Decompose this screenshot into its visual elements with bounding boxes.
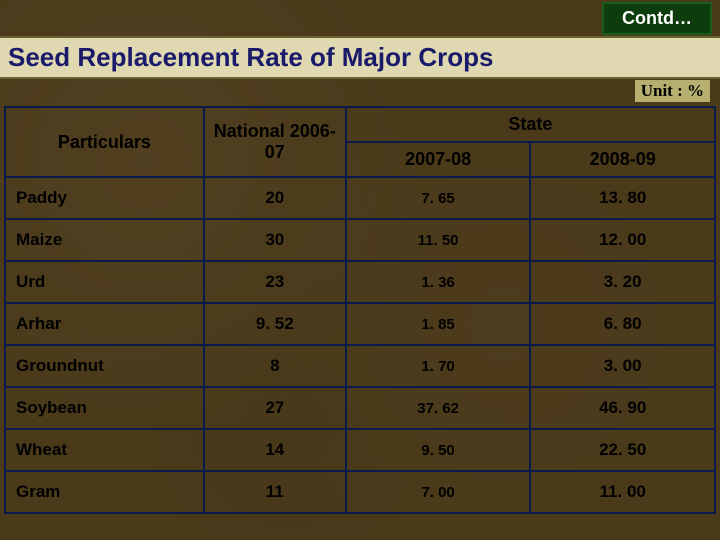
table-row: Arhar9. 521. 856. 80: [5, 303, 715, 345]
cell-2008: 13. 80: [530, 177, 715, 219]
cell-2008: 22. 50: [530, 429, 715, 471]
table-row: Urd231. 363. 20: [5, 261, 715, 303]
cell-national: 14: [204, 429, 346, 471]
cell-crop: Soybean: [5, 387, 204, 429]
table-row: Gram117. 0011. 00: [5, 471, 715, 513]
cell-national: 11: [204, 471, 346, 513]
contd-badge: Contd…: [602, 2, 712, 35]
cell-crop: Gram: [5, 471, 204, 513]
cell-2008: 3. 20: [530, 261, 715, 303]
cell-2007: 11. 50: [346, 219, 531, 261]
table-container: Particulars National 2006-07 State 2007-…: [4, 106, 716, 514]
cell-national: 20: [204, 177, 346, 219]
cell-crop: Wheat: [5, 429, 204, 471]
cell-2007: 1. 70: [346, 345, 531, 387]
cell-2008: 3. 00: [530, 345, 715, 387]
cell-crop: Paddy: [5, 177, 204, 219]
cell-national: 9. 52: [204, 303, 346, 345]
cell-2007: 1. 36: [346, 261, 531, 303]
cell-2008: 12. 00: [530, 219, 715, 261]
cell-crop: Arhar: [5, 303, 204, 345]
unit-label: Unit : %: [635, 80, 710, 102]
seed-rate-table: Particulars National 2006-07 State 2007-…: [4, 106, 716, 514]
col-header-2008: 2008-09: [530, 142, 715, 177]
col-header-national: National 2006-07: [204, 107, 346, 177]
cell-national: 8: [204, 345, 346, 387]
cell-crop: Groundnut: [5, 345, 204, 387]
cell-2008: 46. 90: [530, 387, 715, 429]
col-header-particulars: Particulars: [5, 107, 204, 177]
cell-crop: Maize: [5, 219, 204, 261]
table-row: Wheat149. 5022. 50: [5, 429, 715, 471]
page-title: Seed Replacement Rate of Major Crops: [8, 42, 712, 73]
table-row: Soybean2737. 6246. 90: [5, 387, 715, 429]
cell-2007: 7. 00: [346, 471, 531, 513]
title-bar: Seed Replacement Rate of Major Crops: [0, 36, 720, 79]
table-row: Maize3011. 5012. 00: [5, 219, 715, 261]
col-header-2007: 2007-08: [346, 142, 531, 177]
cell-crop: Urd: [5, 261, 204, 303]
col-header-state: State: [346, 107, 715, 142]
cell-national: 27: [204, 387, 346, 429]
cell-2008: 6. 80: [530, 303, 715, 345]
cell-2008: 11. 00: [530, 471, 715, 513]
cell-2007: 7. 65: [346, 177, 531, 219]
table-row: Groundnut81. 703. 00: [5, 345, 715, 387]
cell-national: 23: [204, 261, 346, 303]
table-row: Paddy207. 6513. 80: [5, 177, 715, 219]
cell-national: 30: [204, 219, 346, 261]
cell-2007: 1. 85: [346, 303, 531, 345]
cell-2007: 37. 62: [346, 387, 531, 429]
table-header-row-1: Particulars National 2006-07 State: [5, 107, 715, 142]
cell-2007: 9. 50: [346, 429, 531, 471]
